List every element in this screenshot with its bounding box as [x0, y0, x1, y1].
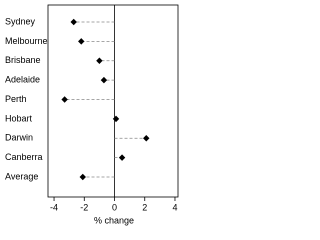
y-tick-label: Sydney [5, 16, 36, 26]
page: {"chart_data": {"type": "dot", "categori… [5, 4, 179, 226]
x-axis-label: % change [94, 215, 134, 225]
dot [143, 135, 150, 142]
y-tick-label: Brisbane [5, 55, 41, 65]
dot [112, 115, 120, 123]
y-tick-label: Darwin [5, 133, 33, 143]
dot [118, 154, 126, 161]
y-tick-label: Canberra [5, 152, 43, 162]
y-tick-label: Melbourne [5, 36, 48, 46]
dot [78, 38, 85, 45]
x-tick-label: 0 [112, 202, 117, 212]
x-tick-label: -4 [50, 202, 58, 212]
y-tick-label: Average [5, 171, 38, 181]
dot [70, 18, 77, 26]
x-tick-label: -2 [80, 202, 88, 212]
dot [96, 57, 103, 64]
chart: % change -4 -2 0 2 4 Sydney Melbourne Brisbane A… [5, 4, 179, 225]
x-tick-label: 4 [172, 202, 177, 212]
dot [61, 96, 68, 103]
x-tick-label: 2 [142, 202, 147, 212]
y-tick-label: Adelaide [5, 75, 40, 85]
y-tick-label: Hobart [5, 113, 33, 123]
plot-frame [47, 4, 179, 198]
dot [79, 173, 86, 181]
y-tick-label: Perth [5, 94, 27, 104]
dot [100, 76, 108, 84]
